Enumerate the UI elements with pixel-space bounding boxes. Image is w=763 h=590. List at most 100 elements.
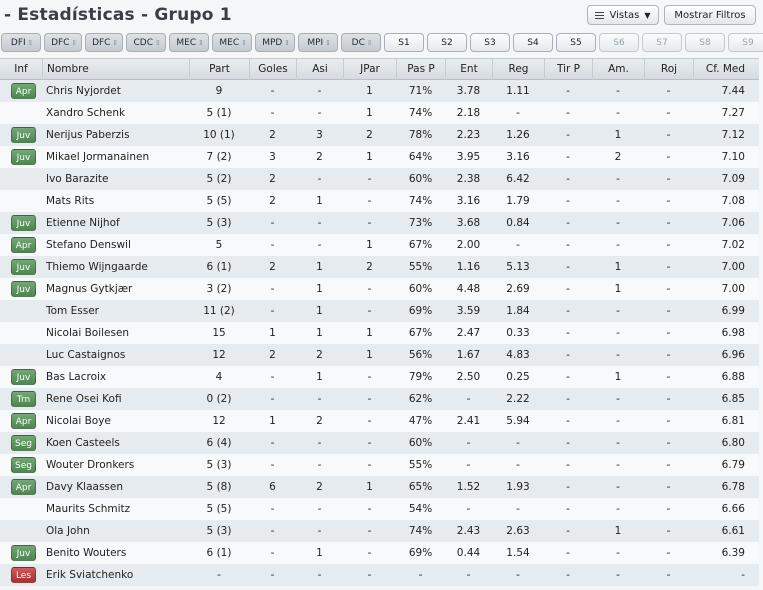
position-chip-dfc[interactable]: DFC ⁞⁞ xyxy=(85,33,123,52)
player-name-link[interactable]: Nicolai Boye xyxy=(46,415,111,427)
status-badge[interactable]: Juv xyxy=(11,369,36,385)
player-name-link[interactable]: Etienne Nijhof xyxy=(46,217,120,229)
table-row[interactable]: Juv Bas Lacroix 4 - 1 - 79% 2.50 0.25 - 1 - 6.88 xyxy=(0,366,759,388)
position-chip-mec[interactable]: MEC ⁞⁞ xyxy=(212,33,252,52)
player-name-link[interactable]: Maurits Schmitz xyxy=(46,503,131,515)
player-name-link[interactable]: Tom Esser xyxy=(46,305,99,317)
player-name-link[interactable]: Magnus Gytkjær xyxy=(46,283,133,295)
position-chip-dfc[interactable]: DFC ⁞⁞ xyxy=(44,33,82,52)
table-row[interactable]: Juv Benito Wouters 6 (1) - 1 - 69% 0.44 1.54 - - - 6… xyxy=(0,542,759,564)
player-name-link[interactable]: Nerijus Paberzis xyxy=(46,129,130,141)
status-badge[interactable]: Seg xyxy=(11,435,36,451)
stat-chip-s5[interactable]: S5 xyxy=(556,33,596,52)
cell-pas: 78% xyxy=(408,129,433,141)
player-name-link[interactable]: Luc Castaignos xyxy=(46,349,126,361)
table-row[interactable]: Apr Chris Nyjordet 9 - - 1 71% 3.78 1.11 - - - 7.44 xyxy=(0,80,759,102)
stat-chip-s3[interactable]: S3 xyxy=(470,33,510,52)
column-header-yellow-cards[interactable]: Am. xyxy=(592,59,644,80)
player-name-link[interactable]: Stefano Denswil xyxy=(46,239,131,251)
stat-chip-s9[interactable]: S9 xyxy=(728,33,763,52)
stat-chip-s2[interactable]: S2 xyxy=(427,33,467,52)
status-badge[interactable]: Les xyxy=(11,567,36,583)
position-chip-mpi[interactable]: MPI ⁞⁞ xyxy=(298,33,338,52)
position-chip-mpd[interactable]: MPD ⁞⁞ xyxy=(255,33,295,52)
player-name-link[interactable]: Mikael Jormanainen xyxy=(46,151,150,163)
column-header-pass-pct[interactable]: Pas P xyxy=(396,59,445,80)
status-badge[interactable]: Seg xyxy=(11,457,36,473)
table-row[interactable]: Apr Nicolai Boye 12 1 2-47% 2.41 5.94- - -6.81 xyxy=(0,410,759,432)
table-row[interactable]: Juv Mikael Jormanainen 7 (2) 3 2 1 64% 3.95 3.16… xyxy=(0,146,759,168)
stat-chip-s8[interactable]: S8 xyxy=(685,33,725,52)
player-name-link[interactable]: Ola John xyxy=(46,525,90,537)
table-row[interactable]: Juv Nerijus Paberzis 10 (1) 2 3 2 78% 2.23 1.26 -… xyxy=(0,124,759,146)
table-row[interactable]: Seg Koen Casteels 6 (4) - - - 60% - - - - - 6.80 xyxy=(0,432,759,454)
table-row[interactable]: Tom Esser 11 (2) - 1 - 69% 3.59 1.84 - - - 6.99 xyxy=(0,300,759,322)
table-row[interactable]: Maurits Schmitz 5 (5) - - - 54% - - - - - 6.66 xyxy=(0,498,759,520)
status-badge[interactable]: Juv xyxy=(11,281,36,297)
table-row[interactable]: Apr Davy Klaassen 5 (8) 6 2 1 65% 1.52 1.93 - - - 6.… xyxy=(0,476,759,498)
player-name-link[interactable]: Erik Sviatchenko xyxy=(46,569,134,581)
status-badge[interactable]: Apr xyxy=(11,479,36,495)
table-row[interactable]: Xandro Schenk 5 (1) - - 1 74% 2.18 - - - - 7.27 xyxy=(0,102,759,124)
table-row[interactable]: Nicolai Boilesen 15 1 1 1 67% 2.47 0.33 - - - 6.98 xyxy=(0,322,759,344)
cell-tir: - xyxy=(566,129,570,141)
player-name-link[interactable]: Davy Klaassen xyxy=(46,481,124,493)
cell-tir: - xyxy=(566,305,570,317)
player-name-link[interactable]: Thiemo Wijngaarde xyxy=(46,261,148,273)
drag-grip-icon: ⁞⁞ xyxy=(199,38,203,47)
position-chip-mec[interactable]: MEC ⁞⁞ xyxy=(169,33,209,52)
status-badge[interactable]: Trn xyxy=(11,391,36,407)
table-row[interactable]: Trn Rene Osei Kofi 0 (2) - - - 62% - 2.22 - - - 6.85 xyxy=(0,388,759,410)
player-name-link[interactable]: Benito Wouters xyxy=(46,547,127,559)
table-row[interactable]: Juv Etienne Nijhof 5 (3) - - - 73% 3.68 0.84 - - - 7… xyxy=(0,212,759,234)
player-name-link[interactable]: Ivo Barazite xyxy=(46,173,109,185)
column-header-goals[interactable]: Goles xyxy=(249,59,296,80)
position-chip-cdc[interactable]: CDC ⁞⁞ xyxy=(126,33,166,52)
column-header-shots-on-target[interactable]: Tir P xyxy=(544,59,592,80)
stat-chip-s1[interactable]: S1 xyxy=(384,33,424,52)
status-badge[interactable]: Juv xyxy=(11,149,36,165)
player-name-link[interactable]: Xandro Schenk xyxy=(46,107,126,119)
cell-jpar: - xyxy=(367,459,372,471)
table-row[interactable]: Seg Wouter Dronkers 5 (3) - - - 55% - - - - - 6.79 xyxy=(0,454,759,476)
stat-chip-s4[interactable]: S4 xyxy=(513,33,553,52)
status-badge[interactable]: Apr xyxy=(11,237,36,253)
status-badge[interactable]: Juv xyxy=(11,215,36,231)
table-row[interactable]: Apr Stefano Denswil 5 - - 1 67% 2.00 - - - - 7.02 xyxy=(0,234,759,256)
status-badge[interactable]: Juv xyxy=(11,259,36,275)
player-name-link[interactable]: Mats Rits xyxy=(46,195,95,207)
views-dropdown-button[interactable]: Vistas ▼ xyxy=(587,5,659,25)
stat-chip-s7[interactable]: S7 xyxy=(642,33,682,52)
column-header-name[interactable]: Nombre xyxy=(42,59,189,80)
column-header-avg-rating[interactable]: Cf. Med xyxy=(693,59,759,80)
table-row[interactable]: Mats Rits 5 (5) 2 1 - 74% 3.16 1.79 - - - 7.08 xyxy=(0,190,759,212)
stat-chip-s6[interactable]: S6 xyxy=(599,33,639,52)
position-chip-dc[interactable]: DC ⁞⁞ xyxy=(341,33,381,52)
column-header-info[interactable]: Inf xyxy=(14,63,28,75)
column-header-assists[interactable]: Asi xyxy=(296,59,343,80)
status-badge[interactable]: Juv xyxy=(11,545,36,561)
column-header-red-cards[interactable]: Roj xyxy=(644,59,693,80)
table-row[interactable]: Juv Thiemo Wijngaarde 6 (1) 2 1 2 55% 1.16 5.13 -… xyxy=(0,256,759,278)
column-header-dribbles[interactable]: Reg xyxy=(492,59,544,80)
status-badge[interactable]: Juv xyxy=(11,127,36,143)
column-header-appearances[interactable]: Part xyxy=(189,59,249,80)
column-header-player-of-match[interactable]: JPar xyxy=(343,59,396,80)
player-name-link[interactable]: Wouter Dronkers xyxy=(46,459,135,471)
column-header-tackles[interactable]: Ent xyxy=(445,59,492,80)
table-row[interactable]: Ola John 5 (3) - - - 74% 2.43 2.63 - 1 - 6.61 xyxy=(0,520,759,542)
player-name-link[interactable]: Rene Osei Kofi xyxy=(46,393,122,405)
player-name-link[interactable]: Bas Lacroix xyxy=(46,371,107,383)
position-chip-dfi[interactable]: DFI ⁞⁞ xyxy=(1,33,41,52)
status-badge[interactable]: Apr xyxy=(11,83,36,99)
cell-roj: - xyxy=(666,107,671,119)
table-row[interactable]: Luc Castaignos 12 2 2 1 56% 1.67 4.83 - - - 6.96 xyxy=(0,344,759,366)
table-row[interactable]: Juv Magnus Gytkjær 3 (2) - 1 - 60% 4.48 2.69 - 1 - 7… xyxy=(0,278,759,300)
player-name-link[interactable]: Nicolai Boilesen xyxy=(46,327,130,339)
table-row[interactable]: Ivo Barazite 5 (2) 2 - - 60% 2.38 6.42 - - - 7.09 xyxy=(0,168,759,190)
table-row[interactable]: Les Erik Sviatchenko - - - - - - - - - - - xyxy=(0,564,759,586)
show-filters-button[interactable]: Mostrar Filtros xyxy=(664,5,756,25)
status-badge[interactable]: Apr xyxy=(11,413,36,429)
player-name-link[interactable]: Chris Nyjordet xyxy=(46,85,121,97)
player-name-link[interactable]: Koen Casteels xyxy=(46,437,120,449)
